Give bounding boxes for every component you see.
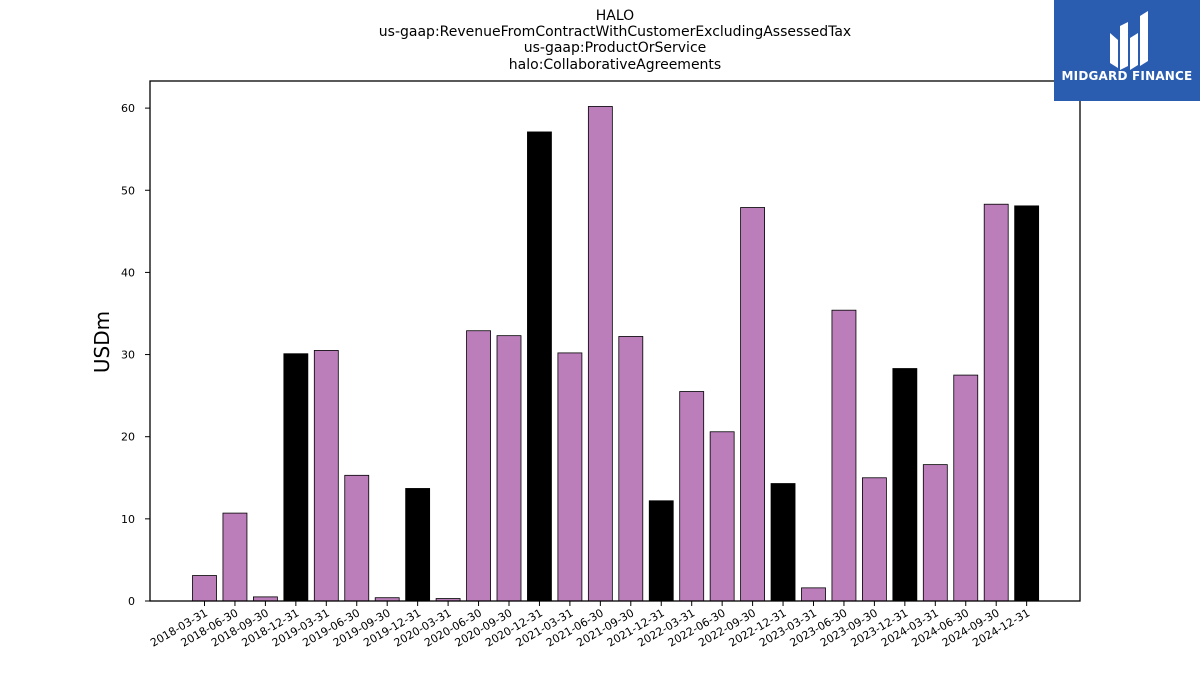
- bar-2020-09-30: [496, 335, 522, 602]
- logo-text: MIDGARD FINANCE: [1061, 69, 1193, 83]
- bar-2022-03-31: [679, 391, 705, 602]
- bar-2020-12-31: [527, 131, 552, 602]
- y-tick-label: 0: [128, 595, 135, 608]
- brand-logo: MIDGARD FINANCE: [1054, 0, 1200, 101]
- bar-2023-12-31: [892, 368, 918, 602]
- bar-2022-06-30: [709, 431, 735, 602]
- bar-2024-12-31: [1014, 205, 1040, 602]
- bar-2021-09-30: [618, 336, 644, 602]
- chart-title: HALO us-gaap:RevenueFromContractWithCust…: [379, 8, 851, 73]
- y-tick-label: 60: [121, 102, 135, 115]
- bar-2021-03-31: [557, 352, 583, 602]
- midgard-logo-icon: [1110, 11, 1148, 70]
- chart-title-line-1: HALO: [596, 8, 634, 24]
- y-axis-ticks: 0 10 20 30 40 50 60: [121, 102, 150, 608]
- bar-2022-12-31: [770, 483, 796, 602]
- bar-2023-06-30: [831, 309, 857, 602]
- bar-2019-06-30: [344, 474, 370, 602]
- x-axis-ticks: 2018-03-312018-06-302018-09-302018-12-31…: [148, 601, 1032, 650]
- plot-frame: [149, 80, 1081, 602]
- bar-2022-09-30: [740, 207, 765, 602]
- y-tick-label: 10: [121, 513, 135, 526]
- bar-2019-03-31: [313, 350, 339, 602]
- bar-2018-12-31: [283, 353, 309, 602]
- y-axis-label: USDm: [90, 311, 114, 373]
- y-tick-label: 50: [121, 184, 135, 197]
- bar-2024-03-31: [922, 464, 948, 602]
- bar-2018-06-30: [222, 512, 248, 602]
- y-tick-label: 20: [121, 431, 135, 444]
- bar-2021-12-31: [648, 500, 674, 602]
- bars-group: [192, 106, 1040, 602]
- chart-title-line-4: halo:CollaborativeAgreements: [509, 57, 721, 73]
- y-tick-label: 30: [121, 349, 135, 362]
- bar-2023-09-30: [862, 477, 887, 602]
- bar-2024-06-30: [953, 374, 979, 602]
- bar-2024-09-30: [983, 203, 1009, 602]
- chart-title-line-2: us-gaap:RevenueFromContractWithCustomerE…: [379, 24, 851, 40]
- bar-2018-03-31: [192, 575, 217, 602]
- bar-2021-06-30: [587, 106, 613, 602]
- bar-2020-06-30: [466, 330, 491, 602]
- bar-2023-03-31: [801, 587, 826, 602]
- y-tick-label: 40: [121, 266, 135, 279]
- chart-title-line-3: us-gaap:ProductOrService: [524, 40, 707, 56]
- bar-2019-12-31: [405, 488, 431, 602]
